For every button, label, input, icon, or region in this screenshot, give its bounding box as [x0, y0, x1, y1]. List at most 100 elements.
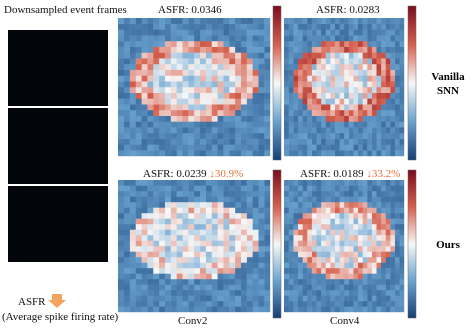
- heatmap-cell: [307, 202, 312, 208]
- heatmap-cell: [153, 127, 159, 133]
- heatmap-cell: [176, 99, 182, 105]
- heatmap-cell: [362, 252, 367, 258]
- heatmap-cell: [284, 133, 289, 139]
- heatmap-cell: [147, 257, 153, 263]
- heatmap-cell: [159, 257, 165, 263]
- heatmap-cell: [307, 122, 312, 128]
- heatmap-cell: [376, 219, 381, 225]
- heatmap-cell: [302, 64, 307, 70]
- heatmap-cell: [229, 235, 235, 241]
- heatmap-cell: [362, 139, 367, 145]
- heatmap-cell: [362, 301, 367, 307]
- heatmap-cell: [147, 70, 153, 76]
- heatmap-cell: [124, 186, 130, 192]
- heatmap-cell: [212, 64, 218, 70]
- heatmap-cell: [321, 246, 326, 252]
- heatmap-cell: [147, 139, 153, 145]
- heatmap-cell: [136, 41, 142, 47]
- heatmap-cell: [376, 274, 381, 280]
- heatmap-cell: [235, 35, 241, 41]
- heatmap-cell: [241, 110, 247, 116]
- heatmap-cell: [200, 285, 206, 291]
- heatmap-cell: [200, 122, 206, 128]
- heatmap-cell: [339, 219, 344, 225]
- heatmap-cell: [200, 81, 206, 87]
- heatmap-cell: [141, 213, 147, 219]
- heatmap-cell: [353, 296, 358, 302]
- heatmap-cell: [353, 116, 358, 122]
- heatmap-cell: [118, 64, 124, 70]
- heatmap-cell: [124, 87, 130, 93]
- heatmap-cell: [235, 180, 241, 186]
- asfr-value: ASFR: 0.0346: [158, 4, 222, 16]
- heatmap-cell: [376, 110, 381, 116]
- heatmap-cell: [312, 70, 317, 76]
- heatmap-cell: [358, 47, 363, 53]
- heatmap-cell: [381, 122, 386, 128]
- heatmap-cell: [289, 180, 294, 186]
- heatmap-cell: [367, 93, 372, 99]
- heatmap-cell: [326, 70, 331, 76]
- heatmap-cell: [200, 30, 206, 36]
- heatmap-cell: [330, 122, 335, 128]
- heatmap-cell: [147, 202, 153, 208]
- heatmap-cell: [362, 76, 367, 82]
- heatmap-cell: [141, 197, 147, 203]
- heatmap-cell: [235, 263, 241, 269]
- heatmap-cell: [217, 252, 223, 258]
- heatmap-cell: [293, 241, 298, 247]
- heatmap-cell: [335, 224, 340, 230]
- heatmap-cell: [182, 30, 188, 36]
- heatmap-cell: [212, 296, 218, 302]
- heatmap-cell: [399, 110, 404, 116]
- heatmap-cell: [194, 76, 200, 82]
- heatmap-cell: [241, 279, 247, 285]
- heatmap-cell: [247, 180, 253, 186]
- heatmap-cell: [321, 224, 326, 230]
- heatmap-cell: [339, 64, 344, 70]
- heatmap-cell: [367, 213, 372, 219]
- heatmap-cell: [376, 213, 381, 219]
- heatmap-cell: [344, 81, 349, 87]
- heatmap-cell: [252, 133, 258, 139]
- heatmap-cell: [307, 47, 312, 53]
- heatmap-cell: [335, 290, 340, 296]
- heatmap-cell: [326, 279, 331, 285]
- heatmap-cell: [153, 35, 159, 41]
- heatmap-cell: [130, 191, 136, 197]
- heatmap-cell: [344, 47, 349, 53]
- heatmap-cell: [229, 47, 235, 53]
- heatmap-cell: [258, 30, 264, 36]
- heatmap-cell: [302, 127, 307, 133]
- heatmap-cell: [312, 145, 317, 151]
- heatmap-cell: [372, 139, 377, 145]
- heatmap-cell: [130, 110, 136, 116]
- heatmap-cell: [335, 180, 340, 186]
- heatmap-cell: [316, 285, 321, 291]
- heatmap-cell: [124, 150, 130, 156]
- heatmap-cell: [376, 263, 381, 269]
- heatmap-cell: [141, 246, 147, 252]
- heatmap-cell: [386, 224, 391, 230]
- heatmap-cell: [298, 307, 303, 313]
- heatmap-cell: [223, 81, 229, 87]
- heatmap-cell: [223, 290, 229, 296]
- heatmap-cell: [381, 224, 386, 230]
- heatmap-cell: [386, 35, 391, 41]
- heatmap-cell: [171, 202, 177, 208]
- heatmap-cell: [298, 93, 303, 99]
- heatmap-cell: [390, 47, 395, 53]
- heatmap-cell: [312, 246, 317, 252]
- heatmap-cell: [118, 133, 124, 139]
- heatmap-cell: [298, 263, 303, 269]
- heatmap-cell: [124, 76, 130, 82]
- heatmap-cell: [247, 235, 253, 241]
- heatmap-cell: [302, 81, 307, 87]
- heatmap-cell: [395, 70, 400, 76]
- heatmap-cell: [321, 219, 326, 225]
- heatmap-cell: [330, 224, 335, 230]
- heatmap-cell: [147, 219, 153, 225]
- heatmap-cell: [339, 246, 344, 252]
- heatmap-cell: [176, 235, 182, 241]
